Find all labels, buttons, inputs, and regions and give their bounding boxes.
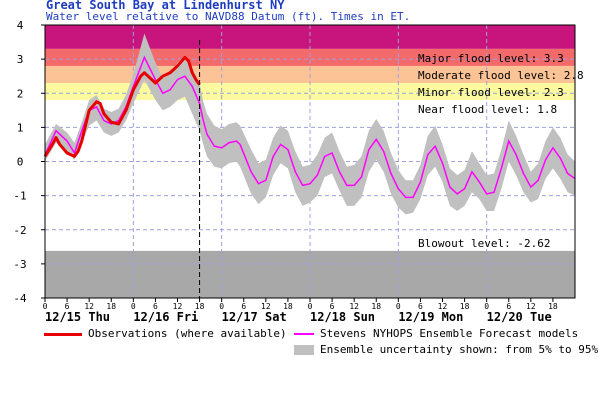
day-label: 12/20 Tue <box>487 310 552 324</box>
day-label: 12/15 Thu <box>45 310 110 324</box>
threshold-band <box>45 25 575 49</box>
x-tick-label: 18 <box>283 302 293 311</box>
x-tick-label: 0 <box>43 302 48 311</box>
x-tick-label: 12 <box>261 302 271 311</box>
threshold-label: Blowout level: -2.62 <box>418 237 550 250</box>
threshold-label: Near flood level: 1.8 <box>418 103 557 116</box>
x-tick-label: 0 <box>131 302 136 311</box>
x-tick-label: 6 <box>330 302 335 311</box>
chart-subtitle: Water level relative to NAVD88 Datum (ft… <box>46 10 411 23</box>
legend-observations: Observations (where available) <box>44 327 287 340</box>
y-tick-label: 0 <box>17 156 24 169</box>
x-tick-label: 0 <box>308 302 313 311</box>
x-tick-label: 6 <box>153 302 158 311</box>
x-tick-label: 18 <box>548 302 558 311</box>
x-tick-label: 18 <box>195 302 205 311</box>
forecast-line <box>44 55 576 199</box>
x-tick-label: 12 <box>349 302 359 311</box>
uncertainty-band <box>45 33 575 215</box>
threshold-band <box>45 48 575 66</box>
legend-uncertainty-swatch <box>294 345 314 355</box>
x-tick-label: 18 <box>371 302 381 311</box>
x-tick-label: 0 <box>219 302 224 311</box>
x-tick-label: 0 <box>484 302 489 311</box>
day-label: 12/19 Mon <box>398 310 463 324</box>
x-tick-label: 6 <box>241 302 246 311</box>
threshold-label: Major flood level: 3.3 <box>418 52 564 65</box>
x-tick-label: 6 <box>65 302 70 311</box>
chart-title: Great South Bay at Lindenhurst NY <box>46 0 285 12</box>
y-tick-label: -1 <box>13 190 26 203</box>
x-tick-label: 0 <box>396 302 401 311</box>
threshold-label: Moderate flood level: 2.8 <box>418 69 584 82</box>
y-tick-label: 2 <box>17 87 24 100</box>
legend-forecast-swatch <box>294 333 314 335</box>
x-tick-label: 18 <box>106 302 116 311</box>
legend-forecast-label: Stevens NYHOPS Ensemble Forecast models <box>320 327 579 340</box>
y-tick-label: 3 <box>17 53 24 66</box>
x-tick-label: 12 <box>526 302 536 311</box>
day-label: 12/18 Sun <box>310 310 375 324</box>
y-tick-label: 1 <box>17 121 24 134</box>
legend-uncertainty: Ensemble uncertainty shown: from 5% to 9… <box>294 343 600 356</box>
observations-line <box>43 55 201 158</box>
legend-forecast: Stevens NYHOPS Ensemble Forecast models <box>294 327 578 340</box>
x-tick-label: 6 <box>418 302 423 311</box>
y-tick-label: -4 <box>13 292 27 305</box>
x-tick-label: 18 <box>460 302 470 311</box>
y-tick-label: -2 <box>13 224 26 237</box>
threshold-label: Minor flood level: 2.3 <box>418 86 564 99</box>
x-tick-label: 12 <box>84 302 94 311</box>
x-tick-label: 12 <box>173 302 183 311</box>
day-label: 12/17 Sat <box>222 310 287 324</box>
day-label: 12/16 Fri <box>133 310 198 324</box>
y-tick-label: 4 <box>17 19 24 32</box>
x-tick-label: 12 <box>438 302 448 311</box>
x-tick-label: 6 <box>506 302 511 311</box>
legend-observations-swatch <box>44 332 82 336</box>
y-tick-label: -3 <box>13 258 26 271</box>
legend-uncertainty-label: Ensemble uncertainty shown: from 5% to 9… <box>320 343 600 356</box>
legend-observations-label: Observations (where available) <box>88 327 287 340</box>
